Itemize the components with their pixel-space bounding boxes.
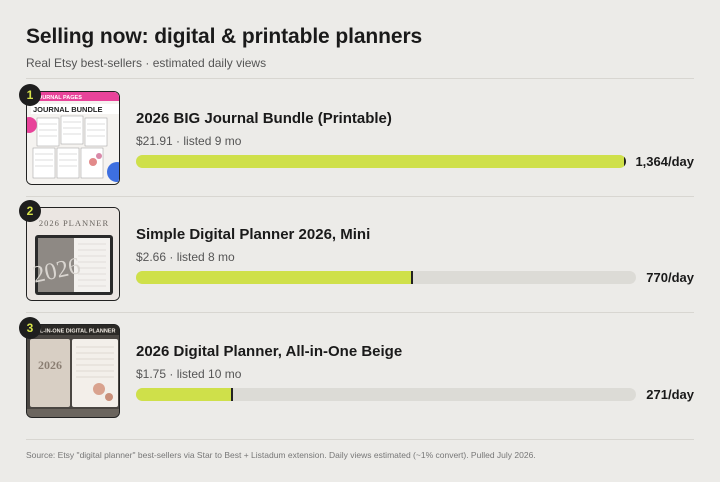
- product-name[interactable]: 2026 Digital Planner, All-in-One Beige: [136, 343, 403, 360]
- product-name[interactable]: Simple Digital Planner 2026, Mini: [136, 226, 371, 243]
- bar-track: [136, 271, 636, 284]
- beige-planner-image: ALL-IN-ONE DIGITAL PLANNER 2026: [27, 325, 119, 417]
- thumb-year-text: 2026: [38, 358, 62, 372]
- bar-track: [136, 155, 626, 168]
- product-thumbnail[interactable]: 2026 PLANNER 2026: [26, 207, 120, 301]
- divider: [26, 439, 694, 440]
- bar: [136, 271, 413, 284]
- rank-badge: 3: [19, 317, 41, 339]
- rank-badge: 2: [19, 200, 41, 222]
- bar: [136, 388, 233, 401]
- bar: [136, 155, 626, 168]
- product-meta: $1.75 · listed 10 mo: [136, 367, 242, 381]
- list-item: 2 2026 PLANNER 2026 Simple Digital Plann…: [0, 200, 720, 307]
- divider: [26, 312, 694, 313]
- chart-subtitle: Real Etsy best-sellers · estimated daily…: [26, 56, 267, 70]
- list-item: 1 JOURNAL PAGES JOURNAL BUNDLE: [0, 84, 720, 191]
- mini-planner-image: 2026 PLANNER 2026: [27, 208, 119, 300]
- thumb-headline-text: 2026 PLANNER: [39, 218, 109, 228]
- rank-badge: 1: [19, 84, 41, 106]
- product-meta: $21.91 · listed 9 mo: [136, 134, 242, 148]
- thumb-banner-text: ALL-IN-ONE DIGITAL PLANNER: [33, 329, 116, 335]
- product-meta: $2.66 · listed 8 mo: [136, 250, 235, 264]
- product-name[interactable]: 2026 BIG Journal Bundle (Printable): [136, 110, 392, 127]
- thumb-banner-text: JOURNAL PAGES: [35, 95, 82, 101]
- thumb-headline-text: JOURNAL BUNDLE: [33, 105, 102, 114]
- divider: [26, 196, 694, 197]
- product-thumbnail[interactable]: JOURNAL PAGES JOURNAL BUNDLE: [26, 91, 120, 185]
- data-label: 1,364/day: [635, 154, 694, 169]
- list-item: 3 ALL-IN-ONE DIGITAL PLANNER 2026 2026 D…: [0, 317, 720, 424]
- data-label: 770/day: [646, 270, 694, 285]
- journal-bundle-image: JOURNAL PAGES JOURNAL BUNDLE: [27, 92, 119, 184]
- product-thumbnail[interactable]: ALL-IN-ONE DIGITAL PLANNER 2026: [26, 324, 120, 418]
- bar-track: [136, 388, 636, 401]
- divider: [26, 78, 694, 79]
- chart-title: Selling now: digital & printable planner…: [26, 25, 423, 48]
- data-label: 271/day: [646, 387, 694, 402]
- source-note: Source: Etsy "digital planner" best-sell…: [26, 450, 536, 460]
